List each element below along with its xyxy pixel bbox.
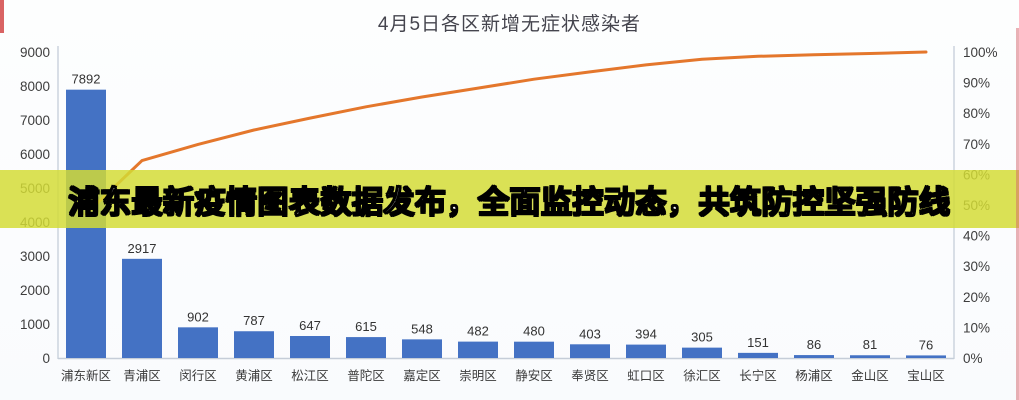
y-axis-tick-label: 7000 (20, 113, 50, 128)
bar-value-label: 86 (807, 337, 821, 352)
bar-value-label: 615 (355, 319, 377, 334)
bar-value-label: 81 (863, 337, 877, 352)
y-axis-tick-label: 8000 (20, 79, 50, 94)
x-axis-category-label: 静安区 (515, 368, 553, 383)
percent-axis-tick-label: 30% (963, 259, 990, 274)
x-axis-category-label: 闵行区 (179, 368, 217, 383)
percent-axis-tick-label: 0% (963, 351, 983, 366)
x-axis-category-label: 杨浦区 (795, 368, 833, 383)
percent-axis-tick-label: 40% (963, 229, 990, 244)
bar (234, 331, 274, 358)
y-axis-tick-label: 1000 (20, 317, 50, 332)
headline-banner-text: 浦东最新疫情图表数据发布，全面监控动态，共筑防控坚强防线 (68, 184, 951, 220)
y-axis-tick-label: 0 (42, 351, 50, 366)
percent-axis-tick-label: 90% (963, 76, 990, 91)
bar-value-label: 902 (187, 309, 209, 324)
bar (738, 352, 778, 358)
x-axis-category-label: 嘉定区 (403, 368, 441, 383)
bar (346, 337, 386, 358)
x-axis-category-label: 青浦区 (123, 369, 161, 383)
cumulative-percentage-line (84, 50, 928, 216)
bar-value-label: 647 (299, 318, 321, 333)
bar-value-label: 2917 (128, 241, 157, 256)
percent-axis-tick-label: 80% (963, 106, 990, 121)
bar-value-label: 482 (467, 324, 489, 339)
bar-value-label: 305 (691, 330, 713, 345)
x-axis-category-label: 金山区 (851, 368, 889, 383)
x-axis-category-label: 虹口区 (627, 369, 665, 383)
chart-title: 4月5日各区新增无症状感染者 (377, 14, 642, 35)
bar (794, 355, 834, 358)
top-left-red-mark (0, 0, 4, 33)
headline-banner: 浦东最新疫情图表数据发布，全面监控动态，共筑防控坚强防线 (0, 170, 1019, 228)
percent-axis-tick-label: 100% (963, 45, 998, 60)
x-axis-category-label: 宝山区 (907, 369, 945, 383)
x-axis-category-label: 普陀区 (347, 368, 385, 383)
y-axis-tick-label: 2000 (20, 283, 50, 298)
bar-value-label: 76 (919, 337, 933, 352)
bar-value-label: 7892 (72, 72, 101, 87)
percent-axis-tick-label: 10% (963, 320, 990, 335)
bar (458, 341, 498, 358)
x-axis-category-label: 松江区 (291, 369, 329, 383)
bar (570, 344, 610, 358)
x-axis-category-label: 浦东新区 (61, 368, 111, 383)
bar-value-label: 394 (635, 327, 657, 342)
y-axis-tick-label: 9000 (20, 45, 50, 60)
x-axis-category-label: 长宁区 (739, 368, 777, 383)
bar (682, 347, 722, 358)
bar (514, 341, 554, 358)
bar-value-label: 548 (411, 321, 433, 336)
bar (850, 355, 890, 358)
percent-axis-tick-label: 20% (963, 290, 990, 305)
bar (290, 336, 330, 358)
bar-value-label: 151 (747, 335, 769, 350)
bar-value-label: 787 (243, 313, 265, 328)
x-axis-category-label: 奉贤区 (571, 369, 609, 383)
y-axis-tick-label: 3000 (20, 249, 50, 264)
bar (122, 258, 162, 358)
bar (402, 339, 442, 358)
x-axis-category-label: 黄浦区 (235, 369, 273, 383)
bar-value-label: 403 (579, 326, 601, 341)
percent-axis-tick-label: 70% (963, 137, 990, 152)
bar (178, 327, 218, 358)
x-axis-category-label: 崇明区 (459, 369, 497, 383)
y-axis-tick-label: 6000 (20, 147, 50, 162)
x-axis-category-label: 徐汇区 (683, 368, 721, 383)
bar (626, 344, 666, 358)
right-edge-red-mark (1016, 28, 1019, 400)
bar-value-label: 480 (523, 324, 545, 339)
bar (906, 355, 946, 358)
